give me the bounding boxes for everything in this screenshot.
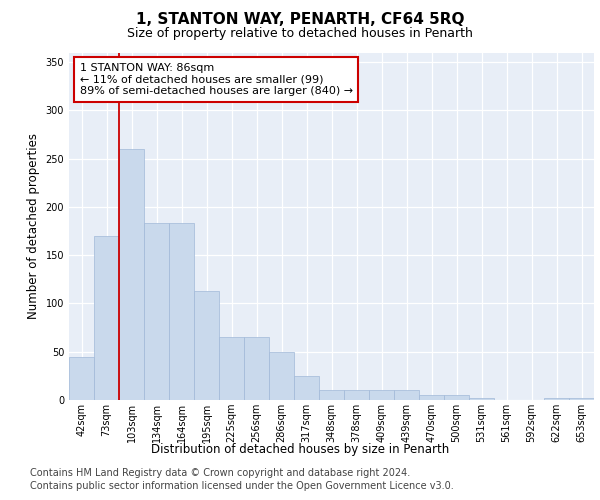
Bar <box>544 398 569 400</box>
Bar <box>294 376 319 400</box>
Text: Contains HM Land Registry data © Crown copyright and database right 2024.: Contains HM Land Registry data © Crown c… <box>30 468 410 477</box>
Bar <box>69 356 94 400</box>
Text: Size of property relative to detached houses in Penarth: Size of property relative to detached ho… <box>127 28 473 40</box>
Bar <box>369 390 394 400</box>
Text: Contains public sector information licensed under the Open Government Licence v3: Contains public sector information licen… <box>30 481 454 491</box>
Bar <box>244 338 269 400</box>
Bar <box>569 398 594 400</box>
Bar <box>319 390 344 400</box>
Text: Distribution of detached houses by size in Penarth: Distribution of detached houses by size … <box>151 442 449 456</box>
Text: 1 STANTON WAY: 86sqm
← 11% of detached houses are smaller (99)
89% of semi-detac: 1 STANTON WAY: 86sqm ← 11% of detached h… <box>79 63 353 96</box>
Text: 1, STANTON WAY, PENARTH, CF64 5RQ: 1, STANTON WAY, PENARTH, CF64 5RQ <box>136 12 464 28</box>
Bar <box>344 390 369 400</box>
Bar <box>469 398 494 400</box>
Bar <box>444 395 469 400</box>
Bar <box>194 291 219 400</box>
Bar <box>269 352 294 400</box>
Bar <box>94 236 119 400</box>
Y-axis label: Number of detached properties: Number of detached properties <box>27 133 40 320</box>
Bar <box>219 338 244 400</box>
Bar <box>144 224 169 400</box>
Bar <box>119 149 144 400</box>
Bar <box>394 390 419 400</box>
Bar <box>419 395 444 400</box>
Bar <box>169 224 194 400</box>
